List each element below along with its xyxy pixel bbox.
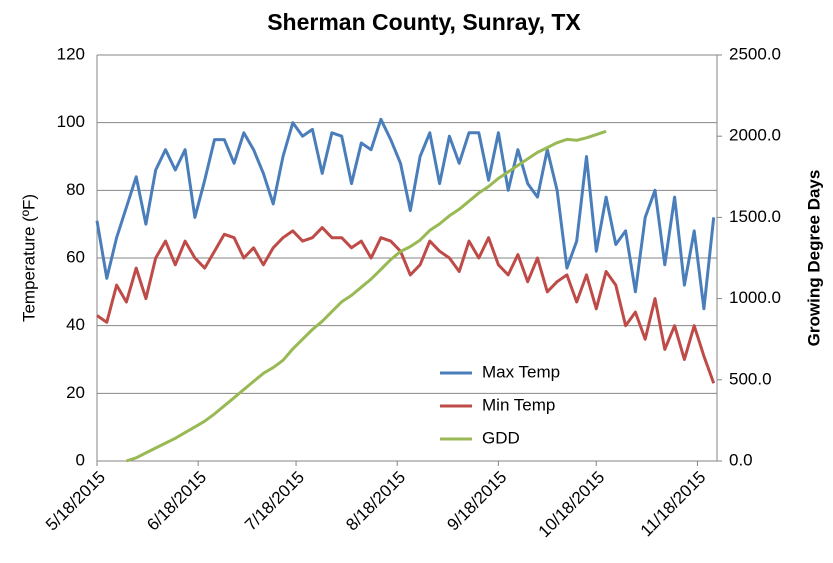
y-tick-label: 20 [66,383,85,402]
y2-tick-label: 2500.0 [729,44,781,63]
y-tick-label: 40 [66,315,85,334]
x-tick-label: 10/18/2015 [535,468,609,542]
x-tick-label: 6/18/2015 [143,468,210,535]
x-tick-label: 5/18/2015 [42,468,109,535]
y-tick-label: 80 [66,180,85,199]
series-line [125,129,607,463]
y2-tick-label: 1500.0 [729,207,781,226]
legend-label: GDD [482,428,520,447]
y2-tick-label: 500.0 [729,369,772,388]
series-line [95,117,716,311]
y2-tick-label: 2000.0 [729,126,781,145]
series-line [96,226,716,384]
x-tick-label: 8/18/2015 [342,468,409,535]
chart-title: Sherman County, Sunray, TX [267,9,581,35]
y-axis-label: Temperature (ºF) [19,194,38,322]
x-tick-label: 7/18/2015 [241,468,308,535]
x-tick-label: 11/18/2015 [637,468,710,541]
y-tick-label: 120 [57,44,85,63]
y-tick-label: 60 [66,247,85,266]
y2-tick-label: 1000.0 [729,288,781,307]
legend-label: Max Temp [482,362,560,381]
y-tick-label: 100 [57,112,85,131]
x-tick-label: 9/18/2015 [443,468,510,535]
y2-tick-label: 0.0 [729,450,753,469]
y2-axis-label: Growing Degree Days [804,170,823,347]
legend-label: Min Temp [482,395,555,414]
y-tick-label: 0 [76,450,85,469]
